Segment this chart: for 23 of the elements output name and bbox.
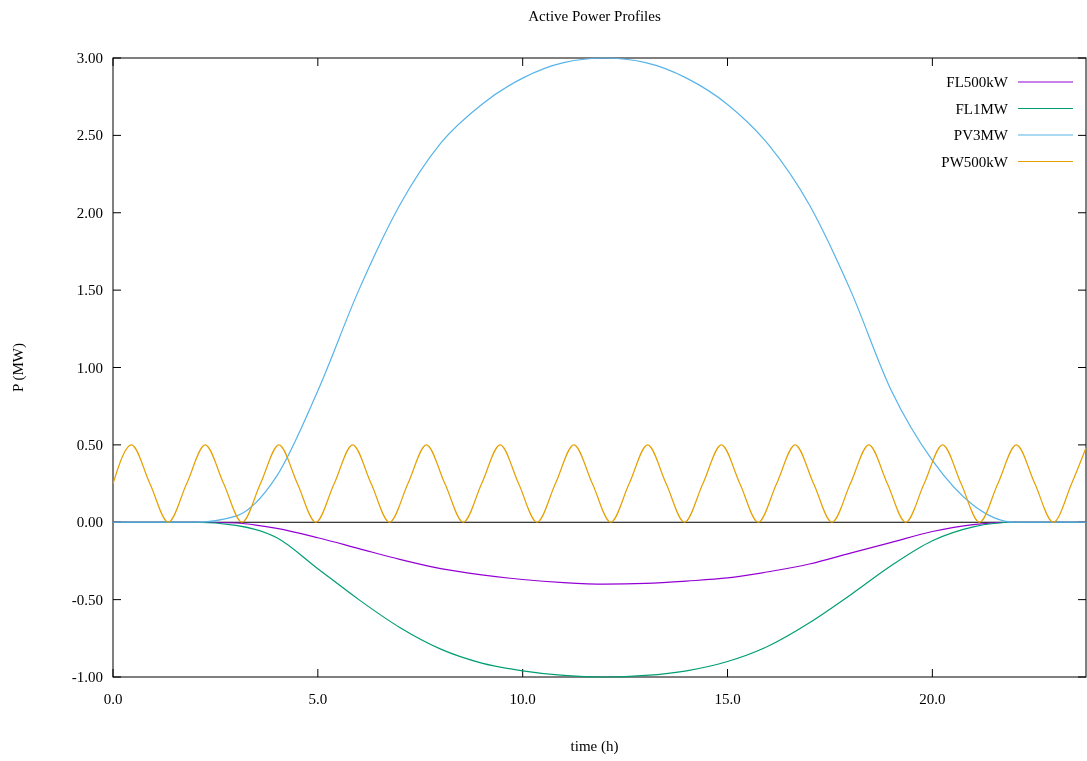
x-tick-label: 15.0: [714, 691, 741, 707]
legend-label: FL500kW: [946, 74, 1009, 90]
x-tick-label: 10.0: [509, 691, 536, 707]
chart-title: Active Power Profiles: [528, 8, 661, 24]
y-tick-label: 0.50: [76, 436, 103, 453]
y-tick-label: 2.00: [76, 204, 103, 221]
line-series: [112, 444, 1087, 523]
y-tick-label: 1.00: [76, 359, 103, 376]
legend-label: PV3MW: [953, 127, 1009, 143]
x-tick-label: 0.0: [103, 691, 123, 707]
y-tick-label: 3.00: [76, 50, 103, 66]
legend-label: PW500kW: [941, 153, 1009, 170]
y-tick-label: -0.50: [71, 591, 103, 608]
line-series: [112, 57, 1087, 523]
x-tick-label: 20.0: [919, 691, 946, 707]
y-axis-title: P (MW): [10, 342, 27, 393]
x-axis-title: time (h): [570, 738, 619, 755]
legend-label: FL1MW: [955, 100, 1009, 117]
x-tick-label: 5.0: [308, 691, 328, 707]
y-tick-label: 1.50: [76, 282, 103, 299]
y-tick-label: 2.50: [76, 127, 103, 144]
y-tick-label: 0.00: [76, 514, 103, 531]
y-tick-label: -1.00: [71, 669, 103, 685]
